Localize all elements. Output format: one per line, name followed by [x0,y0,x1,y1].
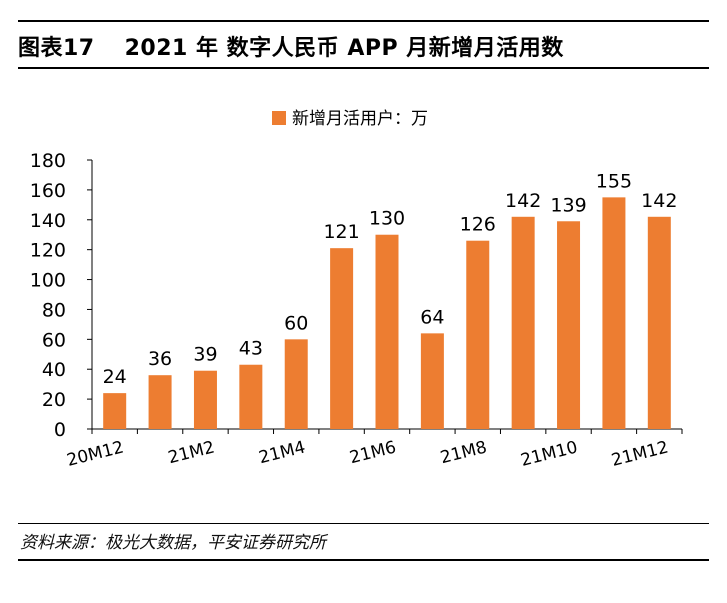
x-tick-label: 21M2 [166,437,217,468]
data-label: 60 [284,312,308,334]
bar [375,234,399,429]
x-tick-label: 21M8 [438,437,489,468]
data-label: 130 [369,208,405,230]
x-tick-label: 21M6 [348,437,399,468]
bar [511,216,535,429]
data-label: 139 [550,194,586,216]
x-tick-label: 20M12 [65,437,126,470]
legend-label: 新增月活用户：万 [292,109,428,129]
bar [466,240,490,429]
data-label: 39 [193,344,217,366]
bar [239,364,263,429]
data-label: 142 [641,190,677,212]
data-label: 121 [323,221,359,243]
header-rule [18,67,709,69]
figure-label: 图表17 [18,36,95,61]
y-tick-label: 100 [30,270,66,292]
bar [647,216,671,429]
y-tick-label: 20 [42,389,66,411]
y-tick-label: 160 [30,180,66,202]
bar [420,333,444,429]
bar [148,375,172,429]
top-rule [18,20,709,22]
bar [284,339,308,429]
bar [330,248,354,429]
x-tick-label: 21M10 [519,437,580,470]
y-tick-label: 120 [30,240,66,262]
data-label: 36 [148,348,172,370]
x-tick-label: 21M12 [609,437,670,470]
data-label: 43 [239,338,263,360]
figure-title: 2021 年 数字人民币 APP 月新增月活用数 [124,36,564,61]
bar [103,393,127,429]
figure-header: 图表17 2021 年 数字人民币 APP 月新增月活用数 [18,28,564,64]
bar [602,197,626,429]
y-tick-label: 0 [54,419,66,441]
source-top-rule [18,523,709,524]
data-label: 126 [460,214,496,236]
data-label: 142 [505,190,541,212]
y-tick-label: 140 [30,210,66,232]
data-label: 64 [420,306,444,328]
y-tick-label: 60 [42,329,66,351]
bar [193,370,217,429]
bar-chart: 新增月活用户：万 0 20 40 60 80 100 120 140 160 180 24 20M12 3… [30,109,683,471]
bar [557,221,581,429]
data-label: 155 [596,170,632,192]
y-tick-label: 180 [30,150,66,172]
data-label: 24 [103,366,127,388]
source-note: 资料来源：极光大数据，平安证券研究所 [20,533,326,553]
legend-swatch [272,111,286,125]
x-tick-label: 21M4 [257,437,308,468]
y-tick-label: 80 [42,299,66,321]
bottom-rule [18,559,709,561]
y-tick-label: 40 [42,359,66,381]
